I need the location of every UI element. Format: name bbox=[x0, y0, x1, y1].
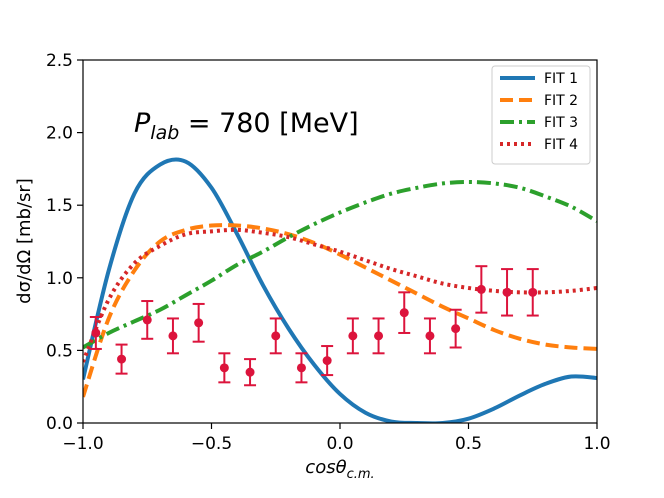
data-marker bbox=[271, 331, 281, 341]
x-axis-label-main: cosθ bbox=[305, 457, 346, 478]
data-point-9 bbox=[295, 352, 308, 384]
data-marker bbox=[168, 331, 178, 341]
annotation-p: P bbox=[134, 108, 151, 139]
data-point-11 bbox=[346, 317, 359, 355]
data-point-5 bbox=[192, 302, 205, 343]
data-point-7 bbox=[244, 358, 257, 387]
x-tick-label: 0.5 bbox=[455, 434, 482, 454]
y-tick-label: 2.5 bbox=[46, 51, 73, 71]
x-axis-label: cosθc.m. bbox=[305, 457, 374, 482]
data-marker bbox=[374, 331, 384, 341]
data-marker bbox=[219, 363, 229, 373]
y-tick-label: 1.0 bbox=[46, 269, 73, 289]
legend-items: FIT 1 FIT 2 FIT 3 FIT 4 bbox=[500, 71, 578, 153]
data-marker bbox=[502, 287, 512, 297]
data-marker bbox=[91, 328, 101, 338]
annotation-sub: lab bbox=[150, 122, 179, 144]
data-point-2 bbox=[115, 343, 128, 375]
data-marker bbox=[245, 367, 255, 377]
y-tick-label: 0.5 bbox=[46, 341, 73, 361]
data-marker bbox=[476, 284, 486, 294]
series-line-4 bbox=[83, 227, 597, 363]
series-line-2 bbox=[83, 223, 597, 398]
measurement-layer bbox=[89, 265, 539, 387]
data-point-14 bbox=[423, 317, 436, 355]
legend-label: FIT 1 bbox=[544, 71, 578, 87]
data-marker bbox=[117, 354, 127, 364]
x-tick-label: 1.0 bbox=[583, 434, 610, 454]
axis-ticks: −1.0 −0.5 0.0 0.5 1.0 0.0 0.5 1.0 1.5 2.0 2.5 bbox=[46, 51, 611, 454]
x-tick-label: −1.0 bbox=[62, 434, 103, 454]
annotation-rest: = 780 [MeV] bbox=[179, 108, 358, 139]
data-point-18 bbox=[526, 268, 539, 317]
data-point-15 bbox=[449, 308, 462, 349]
legend: FIT 1 FIT 2 FIT 3 FIT 4 bbox=[491, 65, 591, 165]
legend-item-3: FIT 3 bbox=[500, 115, 578, 131]
series-line-1 bbox=[83, 157, 597, 423]
data-marker bbox=[194, 318, 204, 328]
series-layer bbox=[83, 157, 597, 423]
energy-annotation: Plab = 780 [MeV] bbox=[134, 108, 359, 144]
data-point-3 bbox=[141, 300, 154, 340]
data-marker bbox=[142, 315, 152, 325]
data-point-6 bbox=[218, 352, 231, 384]
data-marker bbox=[296, 363, 306, 373]
data-point-13 bbox=[398, 291, 411, 334]
y-tick-label: 0.0 bbox=[46, 414, 73, 434]
data-marker bbox=[451, 324, 461, 334]
legend-item-4: FIT 4 bbox=[500, 137, 578, 153]
data-marker bbox=[399, 308, 409, 318]
x-tick-label: −0.5 bbox=[191, 434, 232, 454]
x-axis-label-sub: c.m. bbox=[347, 467, 375, 482]
legend-box bbox=[491, 65, 591, 165]
data-marker bbox=[322, 356, 332, 366]
legend-label: FIT 4 bbox=[544, 137, 578, 153]
data-point-10 bbox=[321, 345, 334, 377]
y-tick-label: 2.0 bbox=[46, 124, 73, 144]
y-tick-label: 1.5 bbox=[46, 196, 73, 216]
x-tick-label: 0.0 bbox=[326, 434, 353, 454]
legend-label: FIT 2 bbox=[544, 93, 578, 109]
legend-label: FIT 3 bbox=[544, 115, 578, 131]
data-point-16 bbox=[475, 265, 488, 314]
data-point-17 bbox=[501, 268, 514, 317]
legend-item-2: FIT 2 bbox=[500, 93, 578, 109]
data-point-4 bbox=[166, 317, 179, 355]
data-point-8 bbox=[269, 317, 282, 355]
legend-item-1: FIT 1 bbox=[500, 71, 578, 87]
y-axis-label: dσ/dΩ [mb/sr] bbox=[14, 178, 35, 304]
data-marker bbox=[528, 287, 538, 297]
data-point-12 bbox=[372, 317, 385, 355]
series-line-3 bbox=[83, 179, 597, 350]
data-marker bbox=[348, 331, 358, 341]
data-marker bbox=[425, 331, 435, 341]
data-point-1 bbox=[89, 316, 102, 350]
